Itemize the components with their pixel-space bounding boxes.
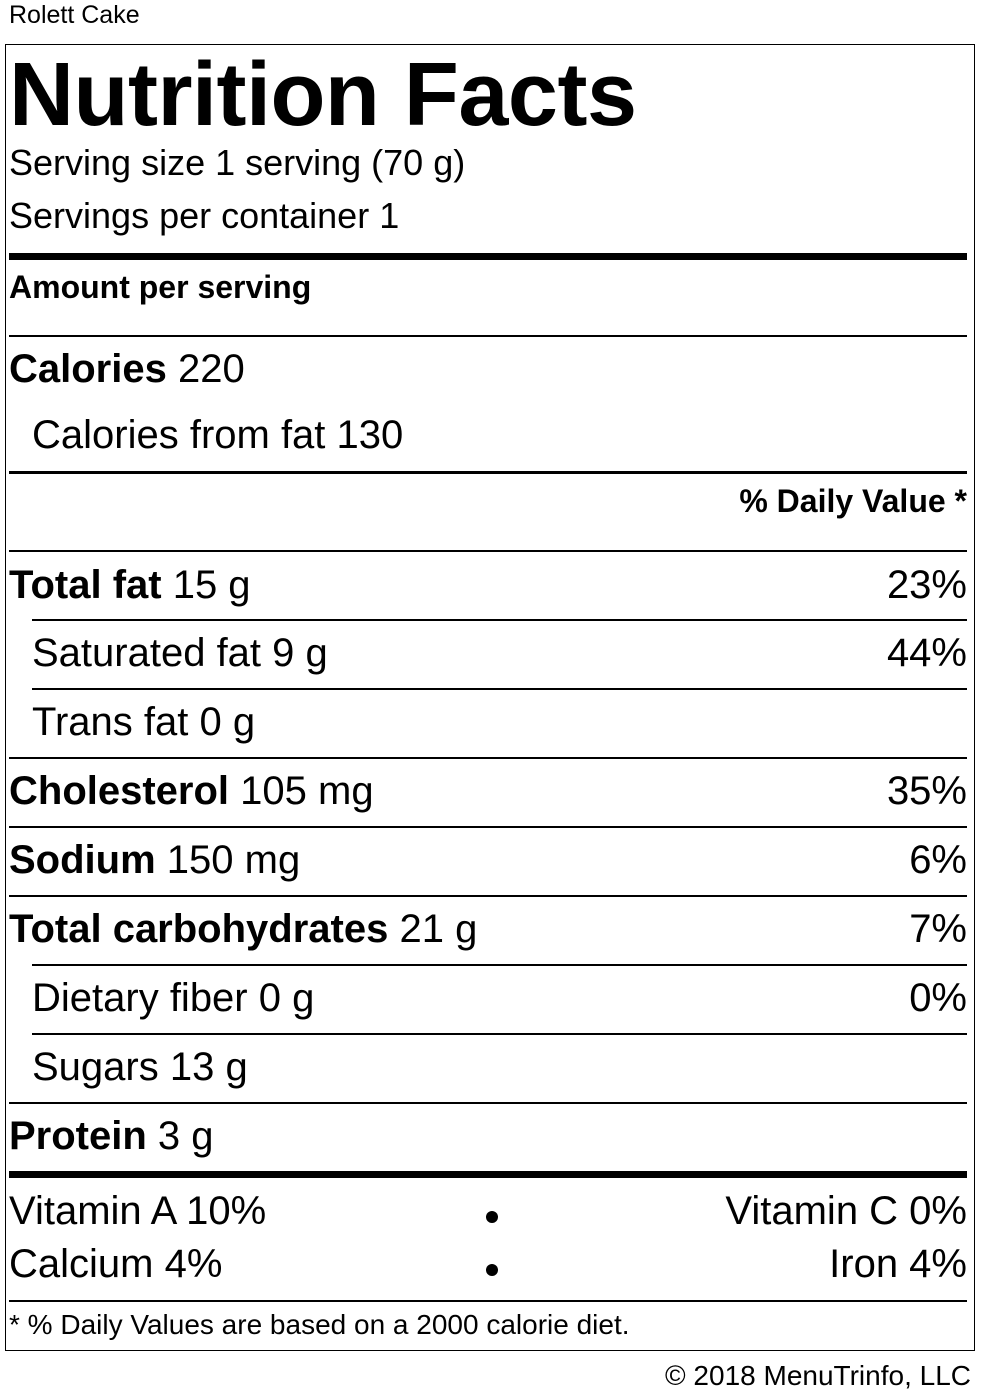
nutrient-amount: 13 g	[169, 1045, 248, 1089]
calories-value: 220	[177, 347, 245, 391]
nutrient-row-protein: Protein 3 g	[9, 1113, 214, 1159]
calories-from-fat: Calories from fat 130	[32, 413, 404, 457]
divider	[9, 895, 967, 897]
nutrient-amount: 3 g	[157, 1114, 214, 1158]
nutrient-dv: 0%	[909, 976, 967, 1020]
bullet-icon	[486, 1211, 498, 1223]
thick-divider	[9, 1171, 967, 1178]
bullet-icon	[486, 1264, 498, 1276]
nutrient-amount: 15 g	[172, 563, 251, 607]
nutrient-label: Total carbohydrates	[9, 907, 389, 951]
divider	[9, 757, 967, 759]
copyright: © 2018 MenuTrinfo, LLC	[665, 1360, 971, 1391]
nutrient-label: Protein	[9, 1114, 147, 1158]
nutrient-amount: 0 g	[199, 700, 256, 744]
divider	[9, 1300, 967, 1302]
nutrient-amount: 21 g	[399, 907, 478, 951]
nutrient-dv: 6%	[909, 838, 967, 882]
divider	[32, 619, 967, 621]
thick-divider	[9, 253, 967, 260]
calories-row: Calories 220	[9, 346, 245, 392]
nutrient-label: Dietary fiber	[32, 976, 248, 1020]
product-name: Rolett Cake	[9, 1, 140, 29]
calories-label: Calories	[9, 347, 167, 391]
divider	[9, 550, 967, 552]
nutrient-amount: 0 g	[258, 976, 315, 1020]
divider	[32, 1033, 967, 1035]
nutrient-label: Cholesterol	[9, 769, 230, 813]
nutrient-label: Saturated fat	[32, 631, 262, 675]
daily-value-header: % Daily Value *	[739, 483, 967, 519]
nutrient-dv: 35%	[886, 769, 967, 813]
nutrient-label: Total fat	[9, 563, 162, 607]
divider	[9, 335, 967, 337]
nutrient-row-sodium: Sodium 150 mg	[9, 837, 300, 883]
nutrient-row-trans-fat: Trans fat 0 g	[32, 699, 255, 745]
nutrient-label: Sugars	[32, 1045, 159, 1089]
vitamin-a: Vitamin A 10%	[9, 1189, 267, 1233]
nutrient-dv: 7%	[909, 907, 967, 951]
calcium: Calcium 4%	[9, 1242, 223, 1286]
nutrient-amount: 9 g	[272, 631, 328, 675]
nutrient-row-total-carbohydrates: Total carbohydrates 21 g	[9, 906, 477, 952]
nutrient-amount: 105 mg	[240, 769, 374, 813]
nutrient-amount: 150 mg	[166, 838, 301, 882]
serving-size: Serving size 1 serving (70 g)	[9, 142, 466, 183]
divider	[9, 826, 967, 828]
iron: Iron 4%	[829, 1242, 967, 1286]
servings-per-container: Servings per container 1	[9, 195, 400, 236]
nutrient-row-total-fat: Total fat 15 g	[9, 562, 251, 608]
divider	[9, 1102, 967, 1104]
footnote: * % Daily Values are based on a 2000 cal…	[9, 1309, 630, 1340]
nutrient-row-dietary-fiber: Dietary fiber 0 g	[32, 975, 314, 1021]
nutrient-row-cholesterol: Cholesterol 105 mg	[9, 768, 374, 814]
nutrient-row-sugars: Sugars 13 g	[32, 1044, 248, 1090]
amount-per-serving: Amount per serving	[9, 269, 312, 305]
nutrition-label-frame	[5, 44, 975, 1351]
nutrient-dv: 23%	[886, 563, 967, 607]
vitamin-c: Vitamin C 0%	[725, 1189, 967, 1233]
divider	[32, 688, 967, 690]
nutrient-label: Sodium	[9, 838, 156, 882]
medium-divider	[9, 471, 967, 474]
nutrient-label: Trans fat	[32, 700, 189, 744]
nutrient-row-saturated-fat: Saturated fat 9 g	[32, 630, 328, 676]
label-title: Nutrition Facts	[9, 45, 637, 145]
divider	[32, 964, 967, 966]
nutrient-dv: 44%	[886, 631, 967, 675]
